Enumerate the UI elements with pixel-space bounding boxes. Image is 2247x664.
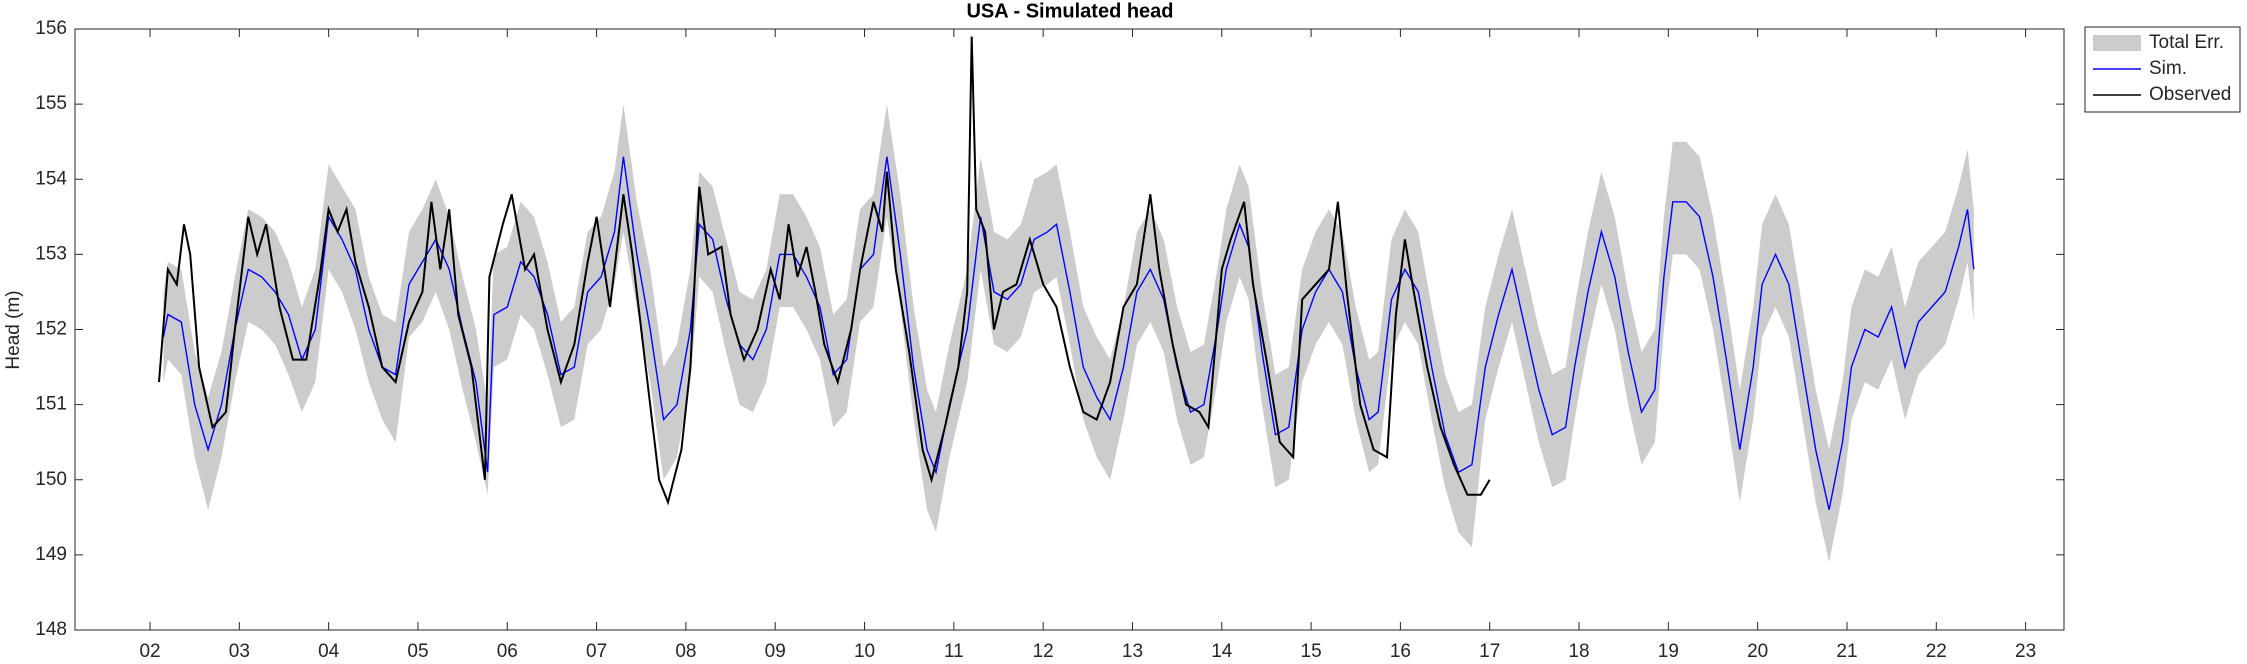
x-tick-label: 23 [2015,641,2036,662]
series-line [158,36,1491,506]
x-tick-label: 02 [139,641,160,662]
x-tick-label: 07 [586,641,607,662]
y-tick-label: 154 [35,168,67,189]
x-tick-label: 04 [318,641,340,662]
x-tick-label: 20 [1747,641,1768,662]
y-tick-label: 153 [35,243,67,264]
chart-title: USA - Simulated head [966,0,1173,22]
x-tick-label: 19 [1658,641,1679,662]
x-tick-label: 17 [1479,641,1500,662]
y-tick-label: 156 [35,18,67,39]
y-tick-label: 155 [35,93,67,114]
legend-label: Total Err. [2149,32,2224,53]
y-tick-label: 152 [35,319,67,340]
x-tick-label: 13 [1122,641,1143,662]
x-tick-label: 21 [1836,641,1857,662]
y-tick-label: 150 [35,469,67,490]
legend-swatch [2093,35,2141,51]
x-tick-label: 09 [765,641,786,662]
y-tick-label: 149 [35,544,67,565]
x-tick-label: 14 [1211,641,1233,662]
x-tick-label: 18 [1568,641,1589,662]
x-tick-label: 03 [229,641,250,662]
x-tick-label: 16 [1390,641,1411,662]
y-tick-label: 148 [35,619,67,640]
x-tick-label: 22 [1926,641,1947,662]
x-tick-label: 10 [854,641,875,662]
y-axis-label: Head (m) [3,290,24,369]
x-tick-label: 15 [1301,641,1322,662]
x-tick-label: 11 [944,641,964,662]
legend-label: Sim. [2149,58,2187,79]
y-tick-label: 151 [35,394,67,415]
x-tick-label: 12 [1033,641,1054,662]
legend-label: Observed [2149,84,2231,105]
x-tick-label: 05 [407,641,428,662]
x-tick-label: 06 [497,641,518,662]
x-tick-label: 08 [675,641,696,662]
